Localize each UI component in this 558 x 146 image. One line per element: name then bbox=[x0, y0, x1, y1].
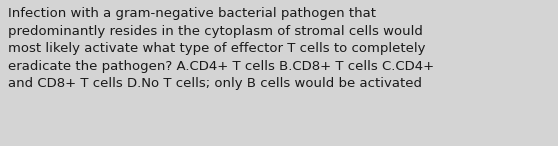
Text: Infection with a gram-negative bacterial pathogen that
predominantly resides in : Infection with a gram-negative bacterial… bbox=[8, 7, 435, 90]
